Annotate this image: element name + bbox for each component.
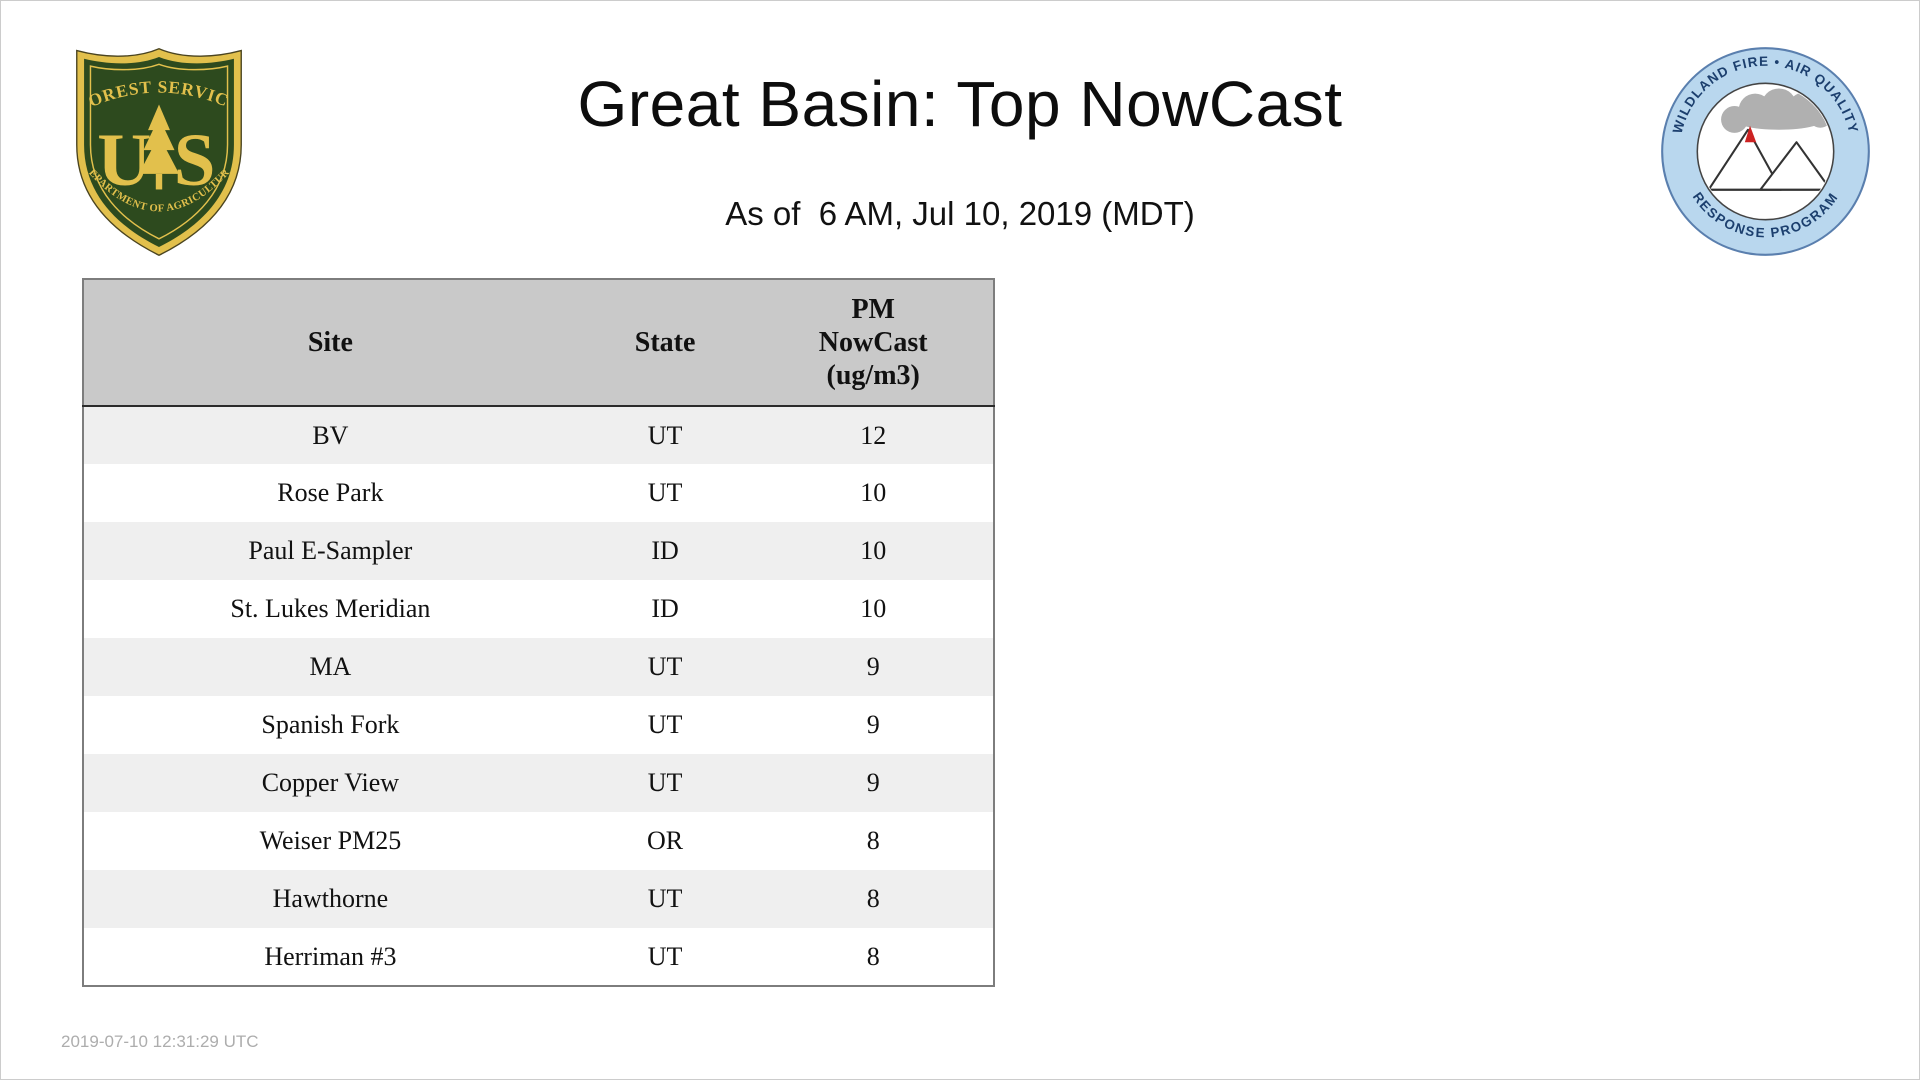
column-header-pm-nowcast: PM NowCast (ug/m3) [753,279,994,407]
site-cell: St. Lukes Meridian [230,594,431,623]
table-row: Spanish Fork UT 9 [83,696,994,754]
table-row: Weiser PM25 OR 8 [83,812,994,870]
site-cell: Herriman #3 [264,941,397,971]
state-cell: UT [576,638,754,696]
site-cell: Paul E-Sampler [83,522,577,580]
value-cell: 8 [866,826,880,855]
flame-icon [1744,125,1757,143]
pm-header-line-3: (ug/m3) [826,360,920,392]
table-row: Copper View UT 9 [83,754,994,812]
pine-tree-icon [138,104,180,190]
forest-service-letter-s: S [174,119,216,202]
state-cell: ID [651,594,679,623]
table-row: BV UT 12 [83,406,994,464]
state-cell: UT [647,710,683,739]
site-cell: Rose Park [277,478,384,507]
value-cell: 10 [753,522,994,580]
footer-timestamp: 2019-07-10 12:31:29 UTC [61,1032,259,1051]
forest-service-logo: FOREST SERVICE U S DEPARTMENT OF AGRICUL… [67,46,251,258]
site-cell: Weiser PM25 [259,826,402,855]
table-row: Herriman #3 UT 8 [83,928,994,986]
air-quality-program-logo: WILDLAND FIRE • AIR QUALITY RESPONSE PRO… [1657,43,1874,260]
site-cell: Copper View [83,754,577,812]
value-cell: 10 [860,594,887,623]
nowcast-table: Site State PM NowCast (ug/m3) BV UT 12 R… [82,278,995,987]
table-row: MA UT 9 [83,638,994,696]
mountains-icon [1700,128,1833,191]
air-quality-ring-icon: WILDLAND FIRE • AIR QUALITY RESPONSE PRO… [1661,47,1870,256]
value-cell: 10 [860,478,887,507]
table-row: Rose Park UT 10 [83,464,994,522]
table-row: Paul E-Sampler ID 10 [83,522,994,580]
forest-service-shield-icon: FOREST SERVICE U S DEPARTMENT OF AGRICUL… [67,46,242,257]
state-cell: UT [576,870,754,928]
table-header-row: Site State PM NowCast (ug/m3) [83,279,994,407]
table-row: St. Lukes Meridian ID 10 [83,580,994,638]
page-subtitle: As of 6 AM, Jul 10, 2019 (MDT) [725,195,1195,232]
pm-header-line-1: PM [851,293,895,325]
page-title: Great Basin: Top NowCast [577,68,1343,140]
site-cell: Spanish Fork [261,710,400,739]
column-header-site: Site [83,279,577,407]
value-cell: 12 [753,406,994,464]
pm-header-line-2: NowCast [818,326,928,358]
value-cell: 9 [753,754,994,812]
state-cell: ID [576,522,754,580]
state-cell: UT [576,754,754,812]
state-cell: UT [647,941,683,971]
nowcast-table-container: Site State PM NowCast (ug/m3) BV UT 12 R… [82,278,995,987]
value-cell: 8 [753,870,994,928]
site-cell: Hawthorne [83,870,577,928]
state-cell: UT [576,406,754,464]
column-header-state: State [576,279,754,407]
forest-service-letter-u: U [97,119,151,202]
state-cell: OR [647,826,684,855]
state-cell: UT [647,478,683,507]
value-cell: 8 [866,941,880,971]
value-cell: 9 [753,638,994,696]
site-cell: BV [83,406,577,464]
value-cell: 9 [866,710,880,739]
table-row: Hawthorne UT 8 [83,870,994,928]
site-cell: MA [83,638,577,696]
